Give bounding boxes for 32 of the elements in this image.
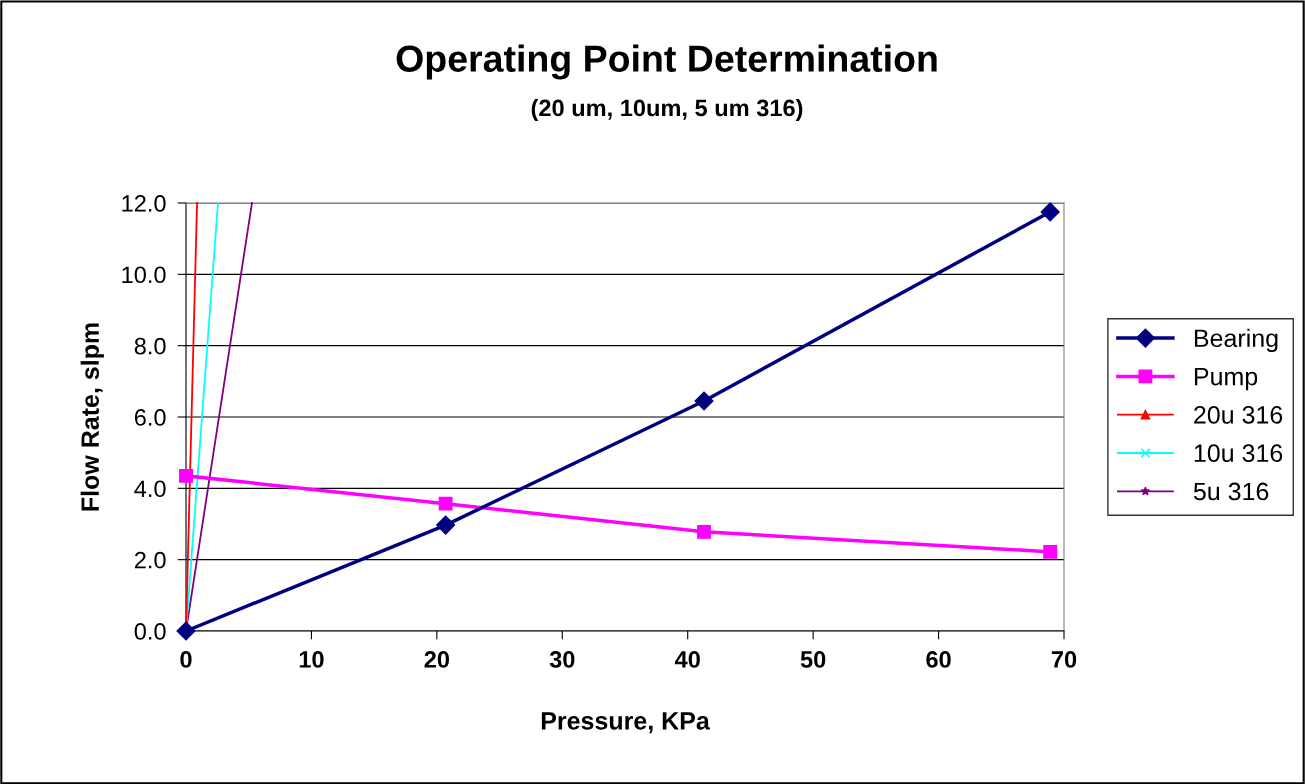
y-tick-label: 12.0 [122, 195, 166, 212]
x-tick-label: 10 [299, 651, 324, 668]
x-tick-label: 20 [424, 651, 450, 668]
point [436, 515, 456, 535]
point [1040, 202, 1060, 222]
point [179, 468, 193, 483]
point [694, 391, 714, 411]
x-tick-label: 60 [926, 651, 951, 668]
x-tick-label: 70 [1051, 651, 1077, 668]
y-axis-title: Flow Rate, slpm [80, 323, 104, 511]
legend-label: 10u 316 [1194, 444, 1283, 463]
x-tick-label: 30 [549, 651, 575, 668]
y-tick-label: 10.0 [122, 266, 166, 284]
y-tick-label: 6.0 [134, 409, 166, 426]
point [176, 621, 196, 641]
point [697, 524, 711, 539]
y-tick-label: 0.0 [134, 623, 166, 640]
legend-label: Pump [1194, 367, 1258, 391]
x-tick-label: 50 [800, 651, 826, 668]
chart-subtitle: (20 um, 10um, 5 um 316) [531, 99, 803, 122]
legend-label: 5u 316 [1193, 482, 1269, 501]
y-tick-label: 4.0 [134, 480, 166, 498]
legend-label: 20u 316 [1194, 406, 1283, 424]
x-tick-label: 0 [180, 651, 192, 668]
y-tick-label: 2.0 [134, 551, 166, 569]
y-tick-label: 8.0 [134, 337, 166, 355]
x-tick-label: 40 [674, 651, 700, 668]
x-axis-title: Pressure, KPa [541, 712, 710, 734]
point [438, 496, 453, 511]
point [1043, 544, 1058, 559]
chart-title: Operating Point Determination [396, 44, 937, 80]
legend-label: Bearing [1194, 328, 1278, 353]
